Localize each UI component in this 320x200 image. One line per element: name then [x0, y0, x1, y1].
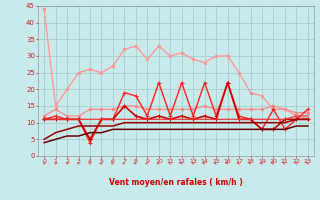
X-axis label: Vent moyen/en rafales ( km/h ): Vent moyen/en rafales ( km/h ) [109, 178, 243, 187]
